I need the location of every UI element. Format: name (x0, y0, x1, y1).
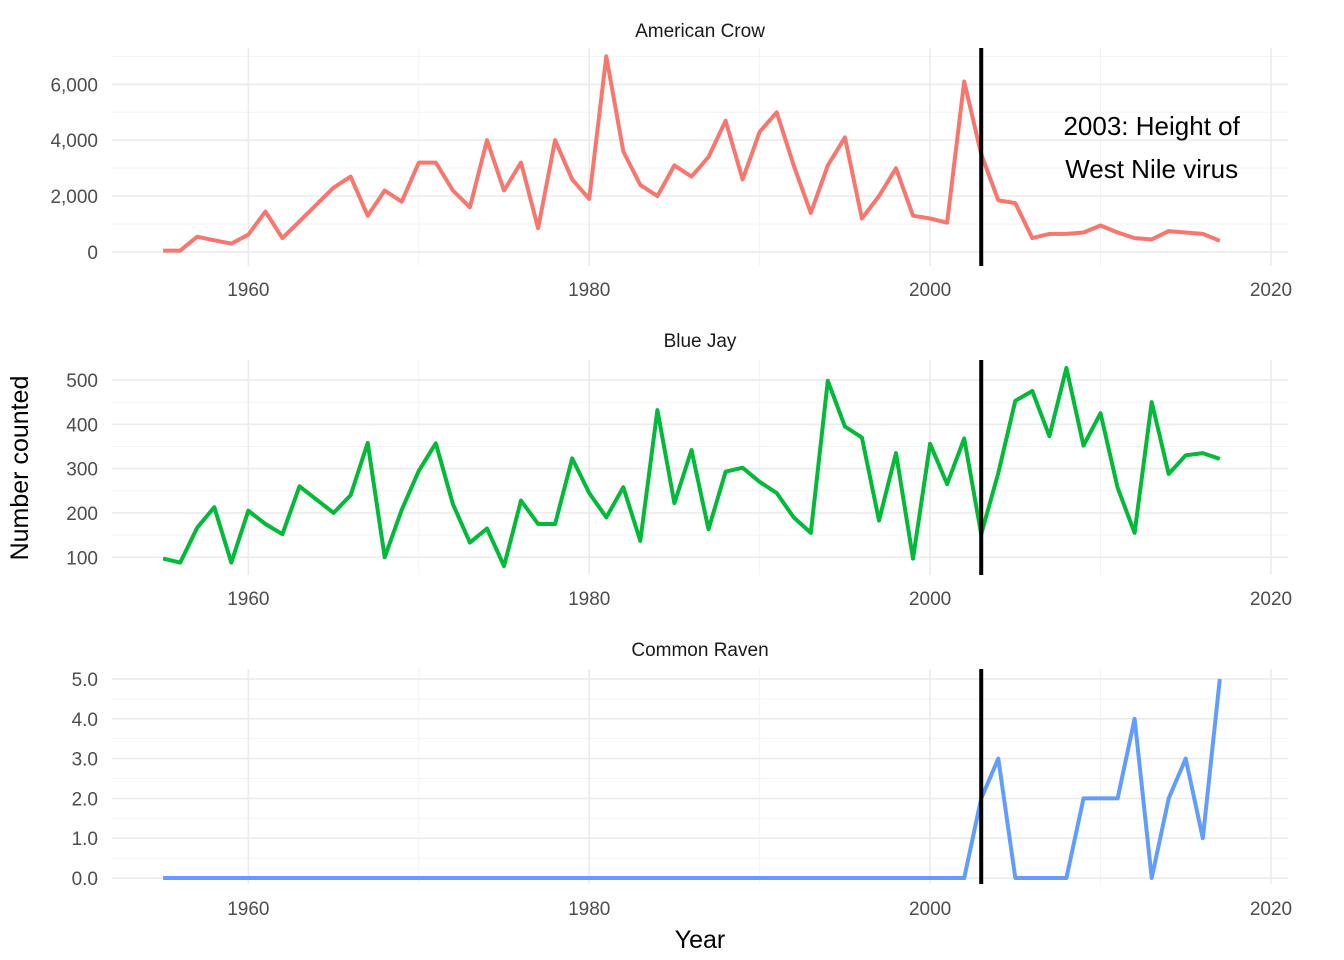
x-tick-label: 1980 (568, 899, 610, 920)
y-tick-label: 200 (66, 504, 98, 525)
x-tick-label: 2020 (1250, 280, 1292, 301)
x-axis-title: Year (675, 926, 726, 954)
panel-0: American Crow 0 2,000 4,000 6,000 1960 1980 200… (50, 21, 1292, 301)
x-tick-label: 1960 (227, 280, 269, 301)
x-tick-label: 1960 (227, 899, 269, 920)
y-tick-label: 1.0 (72, 829, 98, 850)
annotation-text: West Nile virus (1065, 154, 1238, 184)
y-tick-label: 300 (66, 460, 98, 481)
y-tick-label: 2,000 (50, 187, 98, 208)
y-axis-title: Number counted (6, 376, 34, 561)
panel-title: Blue Jay (664, 331, 737, 352)
x-tick-label: 2000 (909, 280, 951, 301)
y-tick-label: 4,000 (50, 131, 98, 152)
panel-title: Common Raven (631, 640, 768, 661)
panel-title: American Crow (635, 21, 765, 42)
annotation-text: 2003: Height of (1063, 111, 1240, 141)
series-line (163, 54, 1221, 253)
y-tick-label: 500 (66, 371, 98, 392)
series-line (162, 366, 1221, 569)
y-tick-label: 3.0 (72, 750, 98, 771)
x-tick-label: 1980 (568, 589, 610, 610)
y-tick-label: 400 (66, 415, 98, 436)
x-tick-label: 1980 (568, 280, 610, 301)
series-line (163, 678, 1222, 880)
y-tick-label: 100 (66, 548, 98, 569)
y-tick-label: 2.0 (72, 789, 98, 810)
panel-2: Common Raven 0.0 1.0 2.0 3.0 4.0 5.0 1960 1980 20… (72, 640, 1293, 920)
y-tick-label: 0 (87, 243, 98, 264)
y-tick-label: 5.0 (72, 670, 98, 691)
panels-layer: American Crow 0 2,000 4,000 6,000 1960 1980 200… (50, 21, 1292, 920)
y-tick-label: 0.0 (72, 869, 98, 890)
y-tick-label: 6,000 (50, 75, 98, 96)
x-tick-label: 1960 (227, 589, 269, 610)
x-tick-label: 2000 (909, 589, 951, 610)
y-tick-label: 4.0 (72, 710, 98, 731)
x-tick-label: 2020 (1250, 899, 1292, 920)
x-tick-label: 2000 (909, 899, 951, 920)
x-tick-label: 2020 (1250, 589, 1292, 610)
panel-1: Blue Jay 100 200 300 400 500 1960 1980 2000 2020 (66, 331, 1292, 610)
